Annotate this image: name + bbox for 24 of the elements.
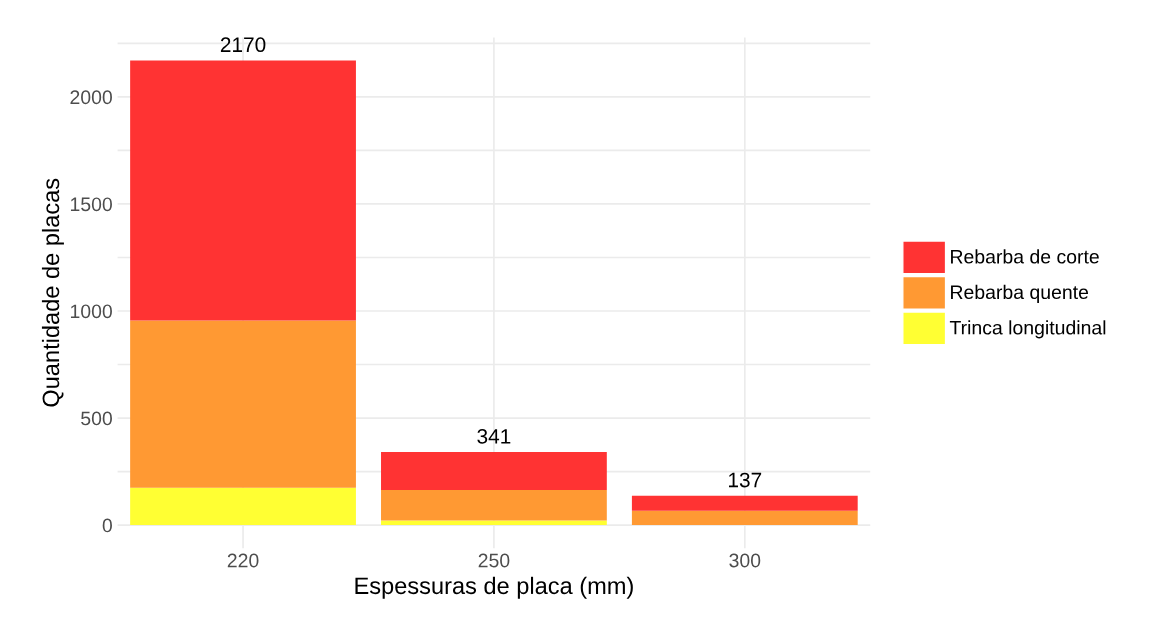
legend-label: Trinca longitudinal <box>949 320 1106 339</box>
bar <box>381 452 607 490</box>
x-tick-label: 300 <box>729 553 761 568</box>
bar <box>631 510 858 526</box>
bar <box>381 520 607 526</box>
y-tick-label: 1500 <box>70 197 112 212</box>
total-label: 2170 <box>220 37 266 53</box>
bar <box>130 487 356 526</box>
y-tick-label: 0 <box>102 518 112 533</box>
legend-label: Rebarba de corte <box>951 249 1099 264</box>
bar <box>130 320 356 488</box>
y-tick-label: 500 <box>81 411 112 426</box>
total-label: 137 <box>729 472 762 488</box>
legend-label: Rebarba quente <box>951 284 1089 303</box>
x-tick-label: 220 <box>227 553 259 568</box>
bar <box>631 495 858 511</box>
total-label: 341 <box>477 428 511 444</box>
bar <box>381 490 607 521</box>
x-tick-label: 250 <box>478 553 510 568</box>
x-axis-title: Espessuras de placa (mm) <box>355 576 633 599</box>
y-tick-label: 2000 <box>70 90 112 105</box>
y-tick-label: 1000 <box>70 304 112 319</box>
y-axis-title: Quantidade de placas <box>41 178 64 407</box>
bar <box>130 60 356 321</box>
